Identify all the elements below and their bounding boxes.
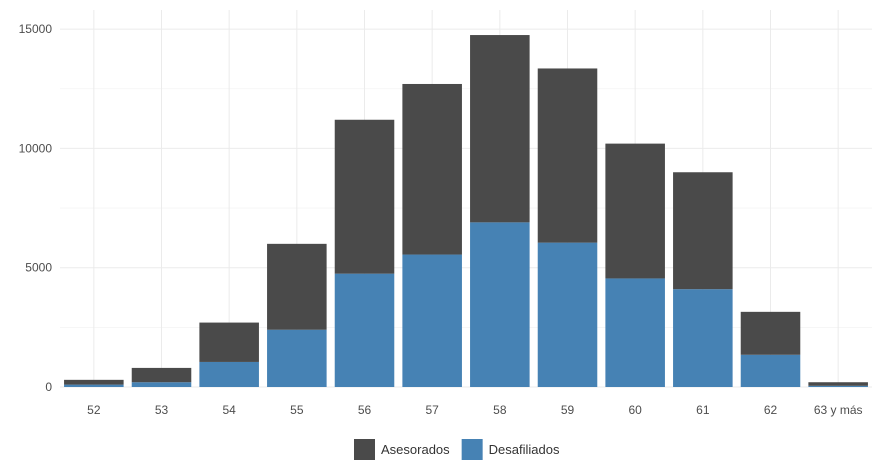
- x-tick-label: 62: [764, 403, 778, 417]
- bar-asesorados-60: [605, 143, 665, 279]
- bar-desafiliados-57: [402, 254, 462, 387]
- bar-asesorados-55: [267, 243, 327, 330]
- y-tick-label: 10000: [19, 141, 53, 155]
- legend-label-desafiliados: Desafiliados: [489, 442, 560, 457]
- bar-asesorados-54: [199, 322, 259, 362]
- bar-desafiliados-56: [334, 273, 395, 387]
- bar-asesorados-53: [131, 367, 192, 383]
- x-tick-label: 53: [155, 403, 169, 417]
- legend-swatch-asesorados: [354, 439, 375, 460]
- x-tick-label: 52: [87, 403, 101, 417]
- y-axis: 0 5000 10000 15000: [19, 22, 53, 394]
- legend-swatch-desafiliados: [461, 439, 483, 460]
- x-tick-label: 57: [425, 403, 439, 417]
- bar-asesorados-59: [537, 68, 598, 243]
- legend-label-asesorados: Asesorados: [381, 442, 450, 457]
- legend: Asesorados Desafiliados: [354, 439, 560, 460]
- bar-asesorados-52: [64, 379, 124, 385]
- bar-desafiliados-62: [740, 354, 801, 387]
- bar-asesorados-62: [740, 311, 801, 355]
- y-tick-label: 0: [45, 380, 52, 394]
- bar-desafiliados-55: [267, 329, 327, 387]
- x-tick-label: 60: [628, 403, 642, 417]
- x-tick-label: 56: [358, 403, 372, 417]
- bar-asesorados-63-y-más: [808, 382, 868, 386]
- bar-desafiliados-52: [64, 384, 124, 387]
- x-tick-label: 59: [561, 403, 575, 417]
- bar-desafiliados-61: [673, 289, 733, 387]
- x-tick-label: 61: [696, 403, 710, 417]
- bar-desafiliados-60: [605, 278, 665, 387]
- bar-asesorados-57: [402, 83, 462, 255]
- bar-desafiliados-53: [131, 382, 192, 387]
- bar-desafiliados-54: [199, 361, 259, 387]
- bar-desafiliados-59: [537, 242, 598, 387]
- y-tick-label: 15000: [19, 22, 53, 36]
- x-tick-label: 58: [493, 403, 507, 417]
- y-tick-label: 5000: [25, 261, 52, 275]
- x-tick-label: 55: [290, 403, 304, 417]
- x-tick-label: 54: [222, 403, 236, 417]
- x-axis: 52 53 54 55 56 57 58 59 60 61 62 63 y más: [87, 403, 862, 417]
- x-tick-label: 63 y más: [814, 403, 863, 417]
- bar-desafiliados-63-y-más: [808, 385, 868, 387]
- bar-asesorados-58: [470, 35, 530, 223]
- bar-asesorados-56: [334, 119, 395, 274]
- bar-asesorados-61: [673, 172, 733, 290]
- bars: [64, 35, 868, 387]
- bar-desafiliados-58: [470, 222, 530, 387]
